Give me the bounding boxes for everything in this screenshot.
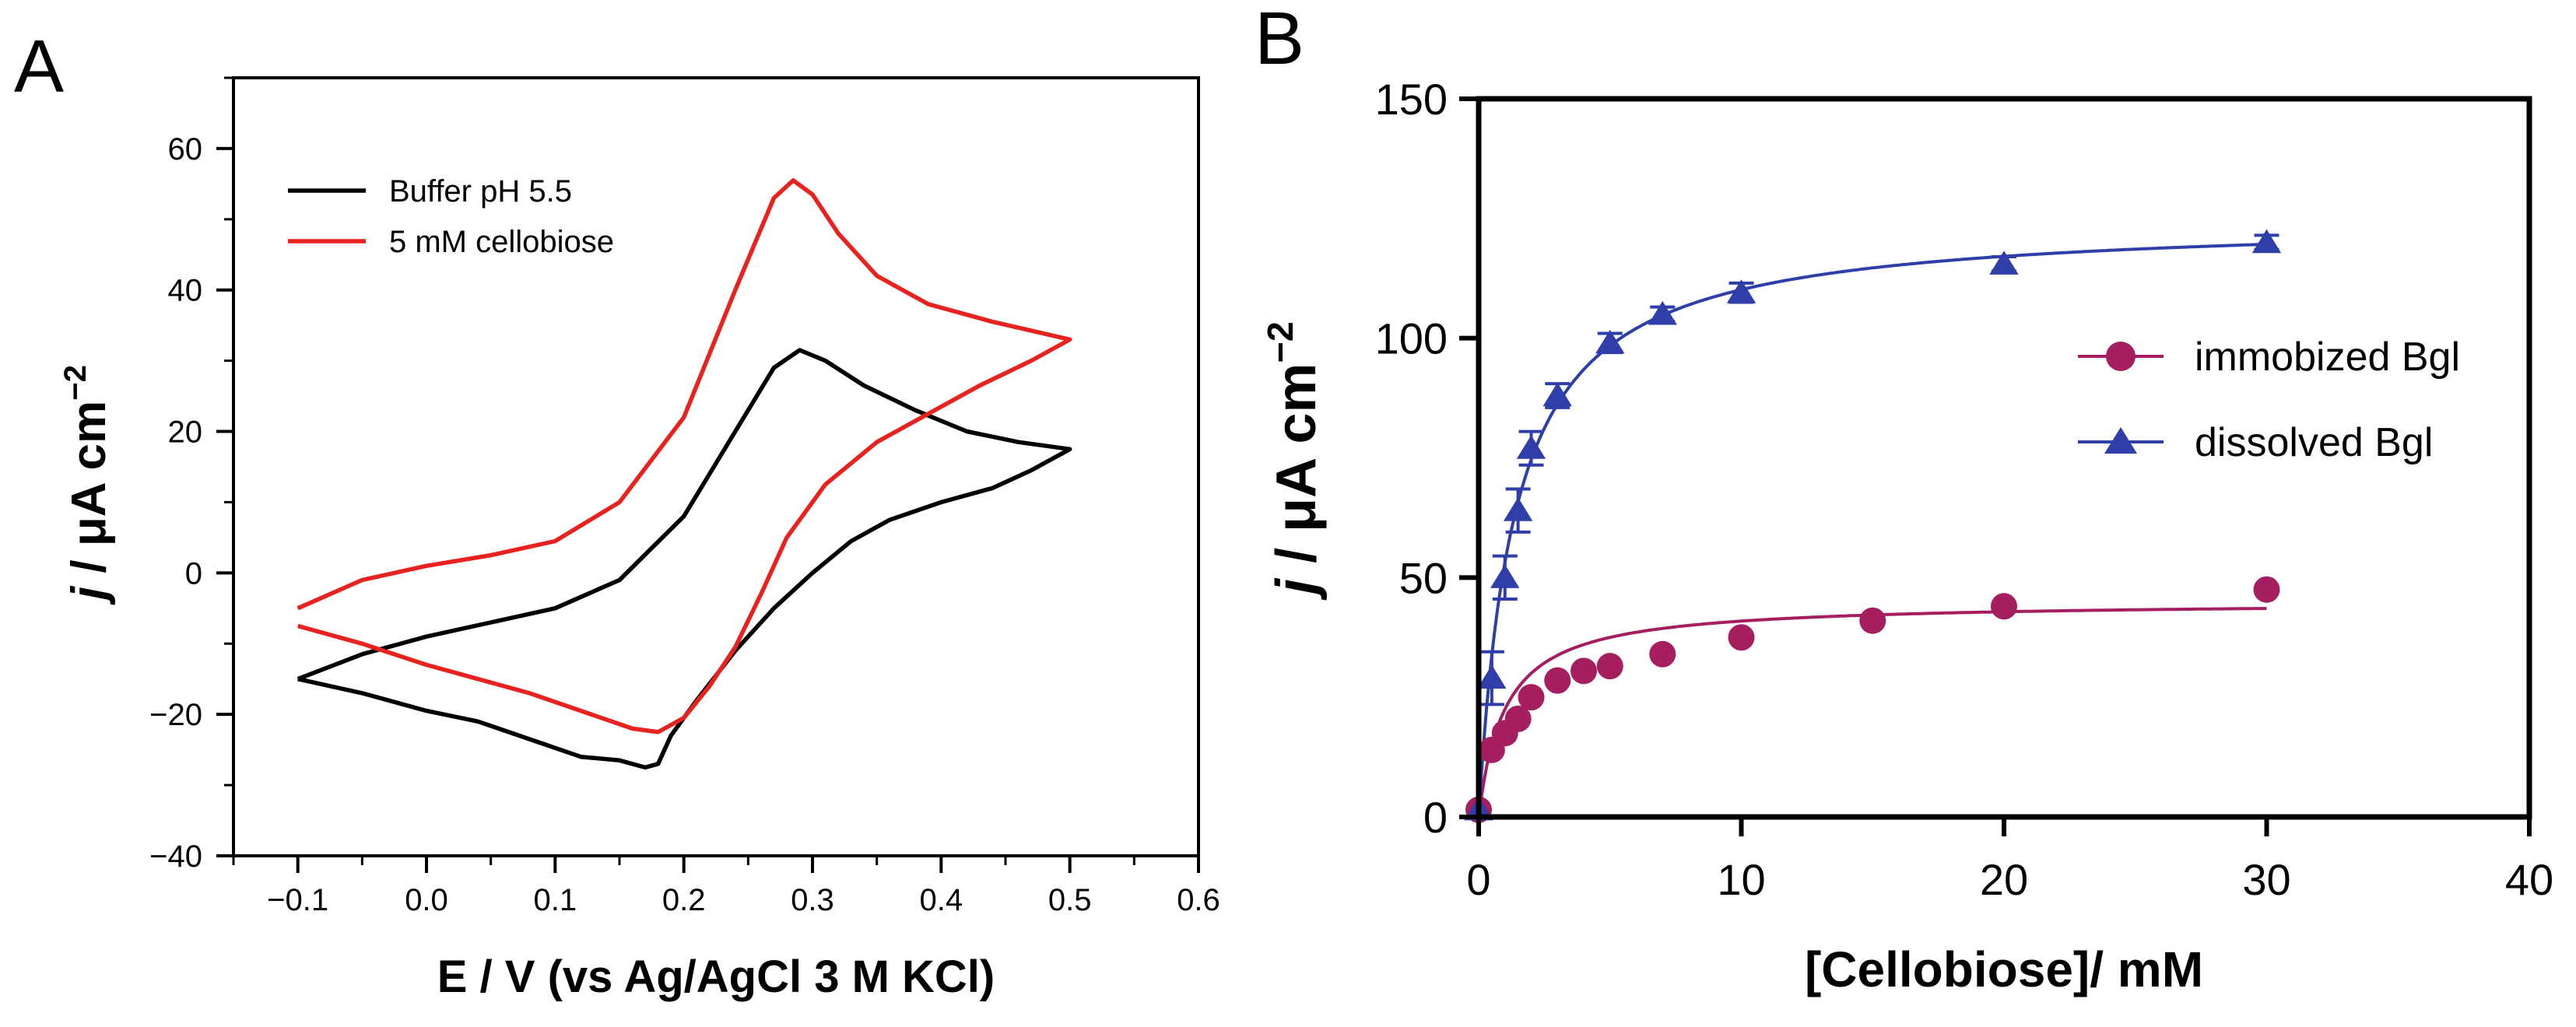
data-point-dissolved [1542,382,1572,407]
data-point-immobized [2253,576,2280,603]
data-point-immobized [1504,705,1532,732]
x-axis-label: [Cellobiose]/ mM [1805,941,2203,997]
y-axis-label: j / μA cm−2 [58,365,116,605]
y-tick-label: 100 [1375,314,1448,363]
data-point-immobized [1991,593,2017,620]
y-axis-label-unit: / μA cm [1265,363,1328,578]
data-point-dissolved [2251,229,2282,254]
cv-curve-0 [297,348,1072,770]
data-point-immobized [1544,667,1571,694]
y-tick-label: 0 [185,556,202,591]
x-axis-label: E / V (vs Ag/AgCl 3 M KCl) [437,952,995,1002]
data-point-immobized [1859,607,1886,634]
x-tick-label: 0.5 [1048,883,1092,917]
y-tick-label: −40 [149,839,202,874]
data-point-dissolved [1503,497,1533,521]
legend-label: 5 mM cellobiose [389,225,614,259]
y-tick-label: 150 [1375,75,1448,124]
x-tick-label: 0.4 [920,883,963,917]
data-point-immobized [1649,640,1676,668]
data-point-dissolved [1595,329,1625,354]
legend-marker [2106,342,2136,371]
y-axis-label-unit: / μA cm [62,401,116,587]
y-tick-label: 20 [168,415,203,450]
chart-a: −0.1 0.0 0.1 0.2 0.3 0.4 0.5 0.6 −40 −20 0 20 40 60 E … [58,76,1220,1002]
x-tick-label: 0.3 [791,883,834,917]
legend-label: Buffer pH 5.5 [389,174,572,209]
data-point-dissolved [1490,564,1520,588]
data-point-immobized [1728,624,1755,651]
data-point-dissolved [1648,300,1677,325]
y-axis-label: j / μA cm−2 [1260,321,1328,601]
fit-curve-0 [1477,607,2267,818]
y-axis-label-exponent: −2 [1260,321,1300,363]
chart-b: 0 10 20 30 40 0 50 100 150 [Cellobiose]/ mM j / μA… [1260,75,2553,997]
x-tick-label: 20 [1980,855,2028,904]
x-tick-label: 0.0 [405,883,448,917]
data-point-immobized [1596,653,1623,680]
x-tick-label: 0.1 [534,883,577,917]
legend-marker [2104,427,2137,454]
cv-curve-1 [297,178,1072,734]
y-tick-label: 60 [168,132,203,166]
x-tick-label: 40 [2505,855,2553,904]
x-tick-label: −0.1 [267,883,328,917]
legend-label: immobized Bgl [2195,335,2460,380]
data-point-immobized [1571,657,1597,685]
data-point-dissolved [1477,664,1507,689]
y-axis-label-symbol: j [1265,577,1328,601]
x-tick-label: 0.6 [1177,883,1220,917]
data-point-dissolved [1516,435,1546,459]
data-point-dissolved [1726,279,1757,303]
x-tick-label: 30 [2242,855,2290,904]
y-tick-label: 40 [168,274,203,308]
panel-b-label: B [1255,0,1304,80]
x-tick-label: 0.2 [662,883,706,917]
y-axis-label-symbol: j [62,585,116,605]
y-axis-label-exponent: −2 [58,365,93,401]
y-tick-label: −20 [149,698,202,732]
data-point-immobized [1518,684,1545,711]
plot-frame [232,76,1200,857]
x-tick-label: 10 [1717,855,1765,904]
y-tick-label: 0 [1423,793,1448,842]
x-tick-label: 0 [1466,855,1490,904]
legend-label: dissolved Bgl [2195,420,2433,465]
data-point-dissolved [1989,251,2019,275]
fit-curve-1 [1477,243,2267,818]
y-tick-label: 50 [1399,553,1448,602]
panel-a-label: A [14,25,64,108]
